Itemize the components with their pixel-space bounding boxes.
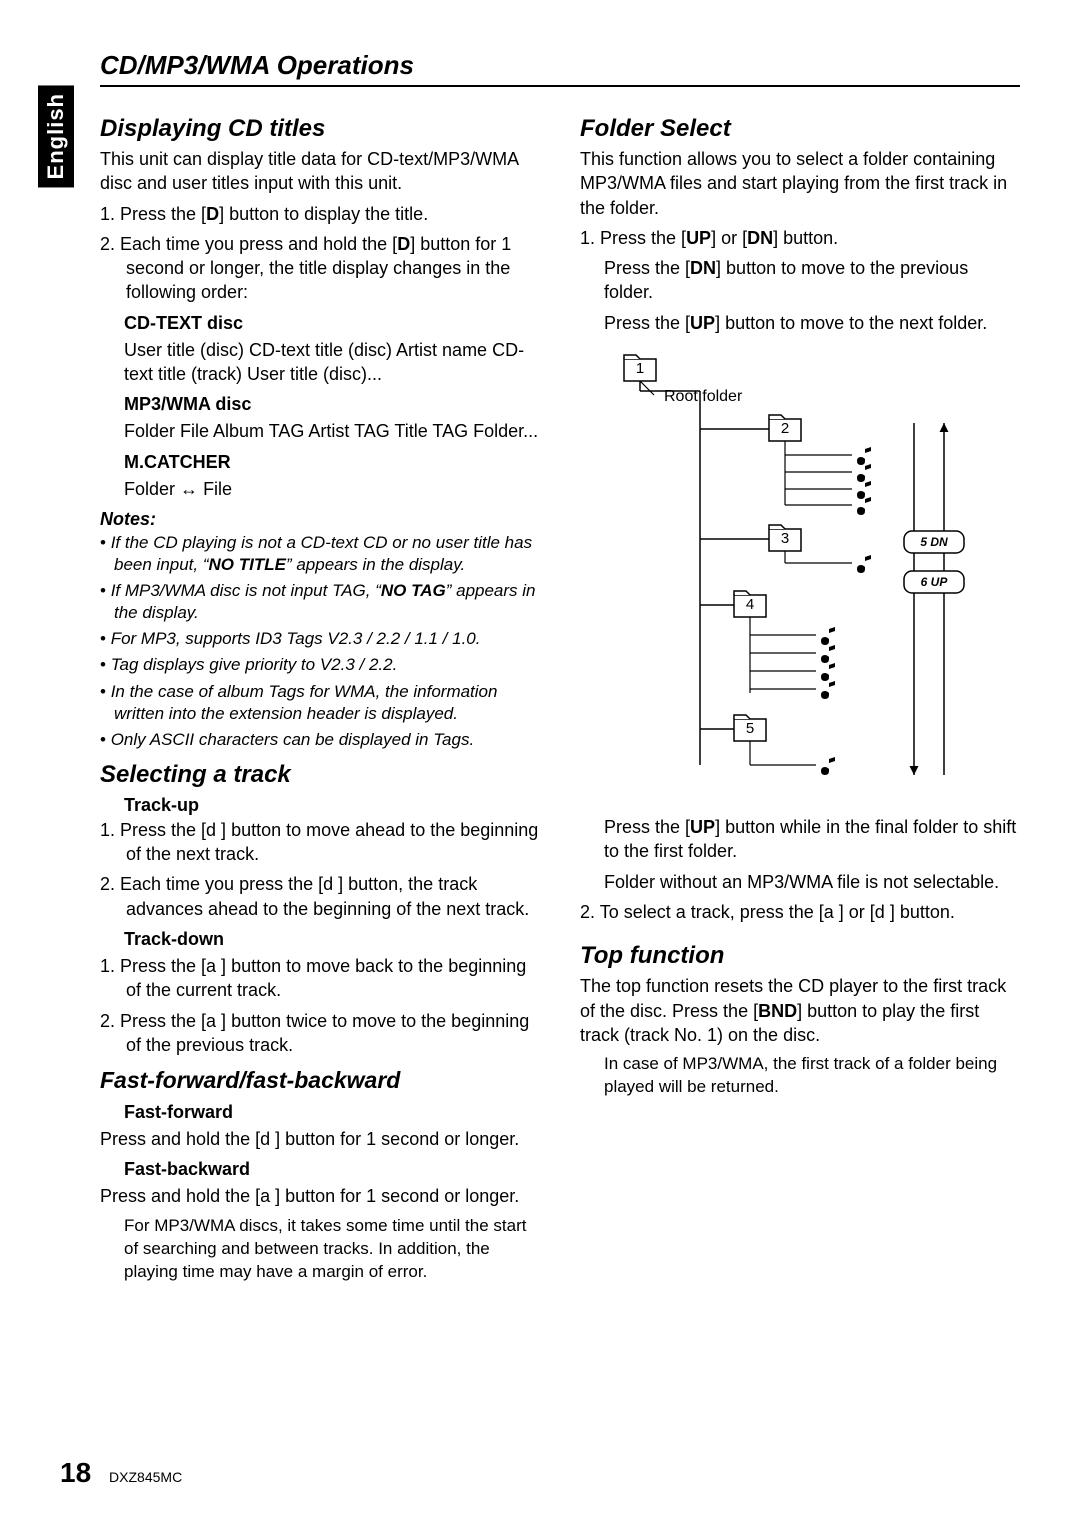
displaying-intro: This unit can display title data for CD-… [100, 147, 540, 196]
section-displaying-title: Displaying CD titles [100, 115, 540, 143]
track-up-steps: 1. Press the [d ] button to move ahead t… [100, 818, 540, 921]
fast-forward-body: Press and hold the [d ] button for 1 sec… [100, 1127, 540, 1151]
fast-backward-head: Fast-backward [124, 1159, 540, 1180]
note-3: For MP3, supports ID3 Tags V2.3 / 2.2 / … [100, 628, 540, 650]
right-column: Folder Select This function allows you t… [580, 105, 1020, 1290]
mp3-line: Folder File Album TAG Artist TAG Title T… [124, 419, 540, 443]
notes-title: Notes: [100, 509, 540, 530]
folder-after-1: Press the [UP] button while in the final… [604, 815, 1020, 864]
displaying-steps: 1. Press the [D] button to display the t… [100, 202, 540, 305]
diagram-btn-5dn: 5 DN [920, 535, 948, 549]
diagram-node-1: 1 [636, 360, 644, 377]
mcatcher-head: M.CATCHER [124, 452, 540, 473]
fast-backward-body: Press and hold the [a ] button for 1 sec… [100, 1184, 540, 1208]
model-name: DXZ845MC [109, 1469, 182, 1485]
language-tab: English [38, 85, 74, 187]
fast-backward-note: For MP3/WMA discs, it takes some time un… [124, 1215, 540, 1284]
folder-after-2: Folder without an MP3/WMA file is not se… [604, 870, 1020, 894]
notes-list: If the CD playing is not a CD-text CD or… [100, 532, 540, 751]
note-2: If MP3/WMA disc is not input TAG, “NO TA… [100, 580, 540, 624]
diagram-node-4: 4 [746, 596, 754, 613]
section-fastfwd-title: Fast-forward/fast-backward [100, 1067, 540, 1094]
track-down-2: 2. Press the [a ] button twice to move t… [100, 1009, 540, 1058]
track-down-steps: 1. Press the [a ] button to move back to… [100, 954, 540, 1057]
top-note: In case of MP3/WMA, the first track of a… [604, 1053, 1020, 1099]
folder-diagram: 1 Root folder 2 3 [604, 345, 1020, 805]
note-5: In the case of album Tags for WMA, the i… [100, 681, 540, 725]
note-4: Tag displays give priority to V2.3 / 2.2… [100, 654, 540, 676]
displaying-step-2: 2. Each time you press and hold the [D] … [100, 232, 540, 305]
displaying-step-1: 1. Press the [D] button to display the t… [100, 202, 540, 226]
left-column: Displaying CD titles This unit can displ… [100, 105, 540, 1290]
diagram-btn-6up: 6 UP [921, 575, 949, 589]
diagram-node-2: 2 [781, 420, 789, 437]
cd-text-head: CD-TEXT disc [124, 313, 540, 334]
mp3-head: MP3/WMA disc [124, 394, 540, 415]
section-folder-title: Folder Select [580, 115, 1020, 143]
folder-step-2: 2. To select a track, press the [a ] or … [580, 900, 1020, 924]
track-up-1: 1. Press the [d ] button to move ahead t… [100, 818, 540, 867]
track-down-head: Track-down [124, 929, 540, 950]
diagram-node-3: 3 [781, 530, 789, 547]
cd-text-line: User title (disc) CD-text title (disc) A… [124, 338, 540, 387]
folder-up-line: Press the [UP] button to move to the nex… [604, 311, 1020, 335]
page-footer: 18 DXZ845MC [60, 1457, 182, 1489]
folder-dn-line: Press the [DN] button to move to the pre… [604, 256, 1020, 305]
top-body: The top function resets the CD player to… [580, 974, 1020, 1047]
folder-intro: This function allows you to select a fol… [580, 147, 1020, 220]
fast-forward-head: Fast-forward [124, 1102, 540, 1123]
folder-step-1: 1. Press the [UP] or [DN] button. [580, 226, 1020, 250]
folder-steps: 1. Press the [UP] or [DN] button. [580, 226, 1020, 250]
track-up-2: 2. Each time you press the [d ] button, … [100, 872, 540, 921]
section-top-title: Top function [580, 942, 1020, 970]
track-up-head: Track-up [124, 795, 540, 816]
mcatcher-line: Folder ↔ File [124, 477, 540, 501]
diagram-node-5: 5 [746, 720, 754, 737]
track-down-1: 1. Press the [a ] button to move back to… [100, 954, 540, 1003]
page-title: CD/MP3/WMA Operations [100, 50, 1020, 87]
note-1: If the CD playing is not a CD-text CD or… [100, 532, 540, 576]
folder-step-2-list: 2. To select a track, press the [a ] or … [580, 900, 1020, 924]
section-selecting-title: Selecting a track [100, 761, 540, 789]
note-6: Only ASCII characters can be displayed i… [100, 729, 540, 751]
page-number: 18 [60, 1457, 91, 1488]
